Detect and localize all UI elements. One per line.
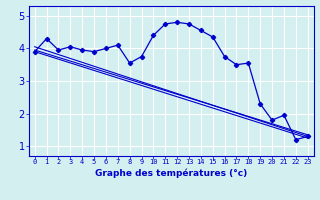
X-axis label: Graphe des températures (°c): Graphe des températures (°c): [95, 168, 247, 178]
